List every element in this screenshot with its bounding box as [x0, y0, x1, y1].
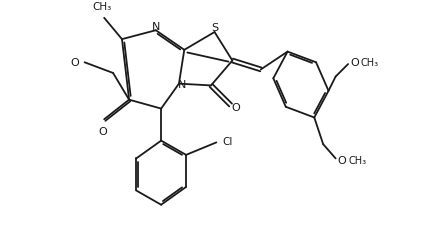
Text: N: N [179, 79, 187, 89]
Text: CH₃: CH₃ [360, 58, 379, 68]
Text: Cl: Cl [223, 136, 233, 146]
Text: O: O [338, 155, 346, 165]
Text: O: O [350, 58, 359, 68]
Text: CH₃: CH₃ [93, 2, 112, 12]
Text: O: O [70, 58, 79, 68]
Text: O: O [232, 102, 240, 112]
Text: S: S [211, 23, 218, 33]
Text: N: N [151, 22, 160, 32]
Text: O: O [98, 126, 107, 136]
Text: CH₃: CH₃ [348, 155, 366, 165]
